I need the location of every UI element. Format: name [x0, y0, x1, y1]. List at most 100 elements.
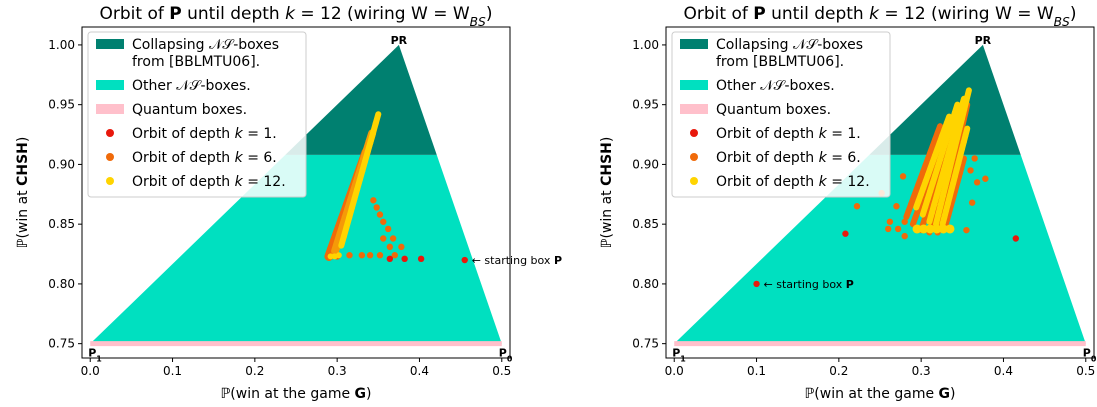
orbit-depth6-streak [934, 123, 944, 136]
legend-swatch-quantum [680, 104, 708, 114]
x-axis-label-part: G [939, 386, 951, 402]
orbit-depth6-point [358, 252, 366, 259]
orbit-depth12-streak [963, 87, 972, 103]
legend-label: Orbit of depth k = 6. [132, 150, 277, 166]
orbit-depth1-point [842, 230, 849, 237]
orbit-depth12-point [938, 224, 948, 234]
chart-title-part: k [285, 4, 296, 24]
orbit-depth6-point [346, 252, 353, 259]
p1-corner-label-part: 1 [96, 354, 102, 363]
orbit-depth6-point [384, 225, 392, 233]
orbit-depth6-point [853, 203, 861, 210]
orbit-depth12-point [335, 252, 342, 259]
p1-corner-label: P1 [88, 347, 102, 364]
x-tick-label: 0.3 [328, 364, 347, 378]
x-tick-label: 0.4 [994, 364, 1013, 378]
legend-marker-depth6 [690, 153, 698, 161]
legend-label-part: k [819, 174, 828, 190]
x-tick-label: 0.2 [829, 364, 848, 378]
collapsing-ns-boxes-region [285, 44, 437, 155]
legend-item: Orbit of depth k = 1. [690, 126, 861, 142]
y-tick-label: 0.95 [632, 98, 659, 112]
legend-label-part: Orbit of depth [716, 126, 819, 142]
orbit-depth1-point [753, 280, 760, 288]
y-axis-label-part: CHSH [599, 142, 615, 186]
orbit-depth6-point [982, 175, 989, 182]
orbit-depth12-point [925, 224, 935, 234]
pr-corner-label: PR [391, 34, 408, 47]
chart-title-part: until depth [182, 4, 285, 24]
y-tick-label: 0.75 [632, 337, 659, 351]
orbit-depth6-point [893, 203, 900, 210]
x-axis-label-part: ℙ(win at the game [804, 386, 938, 402]
legend-swatch-collapsing [96, 39, 124, 49]
x-tick-label: 0.3 [912, 364, 931, 378]
legend-item: Other 𝒩𝒮-boxes. [96, 78, 251, 94]
legend-label: Orbit of depth k = 12. [716, 174, 870, 190]
legend-swatch-collapsing [680, 39, 708, 49]
orbit-depth6-point [366, 252, 374, 259]
chart-title-part: until depth [766, 4, 869, 24]
chart-title-part: Orbit of [100, 4, 170, 24]
orbit-depth6-streak [959, 155, 967, 167]
orbit-depth6-point [885, 225, 892, 233]
y-tick-label: 0.80 [632, 277, 659, 291]
orbit-depth6-point [886, 218, 894, 225]
collapsing-ns-boxes-region [869, 44, 1021, 155]
legend-label-part: k [235, 174, 244, 190]
legend-label-part: = 6. [243, 150, 277, 166]
legend-item: Orbit of depth k = 1. [106, 126, 277, 142]
legend-marker-depth12 [106, 177, 114, 185]
y-axis-label-part: ) [599, 137, 615, 142]
legend-label-part: Orbit of depth [132, 150, 235, 166]
orbit-depth1-point [1012, 235, 1020, 242]
y-axis-label: ℙ(win at CHSH) [15, 137, 31, 249]
legend-label-part: = 12. [243, 174, 286, 190]
y-axis-label-part: ℙ(win at [15, 186, 31, 248]
y-tick-label: 1.00 [632, 38, 659, 52]
starting-box-annotation: ← starting box P [472, 254, 562, 267]
p0-corner-label: P0 [499, 347, 513, 364]
chart-title-part: k [869, 4, 880, 24]
other-ns-boxes-region [674, 154, 1086, 344]
legend-swatch-other_ns [96, 80, 124, 90]
pr-corner-label: PR [975, 34, 992, 47]
chart-title: Orbit of P until depth k = 12 (wiring W … [684, 4, 1077, 29]
x-tick-label: 0.1 [163, 364, 182, 378]
y-tick-label: 0.90 [632, 157, 659, 171]
chart-title-part: Orbit of [684, 4, 754, 24]
right-chart-panel: 0.0 0.1 0.2 0.3 0.4 0.5 0.75 0.80 0.85 0.90 0.95 1.… [599, 4, 1097, 402]
legend-marker-depth12 [690, 177, 698, 185]
legend-marker-depth1 [106, 129, 114, 137]
x-axis-label: ℙ(win at the game G) [804, 386, 955, 402]
orbit-depth12-point [919, 224, 929, 234]
orbit-depth6-point [968, 199, 976, 206]
orbit-depth12-point [945, 224, 955, 234]
p1-corner-label-part: 1 [680, 354, 686, 363]
x-axis-label: ℙ(win at the game G) [220, 386, 371, 402]
starting-box-annotation-part: P [554, 254, 562, 267]
orbit-depth6-point [380, 235, 387, 242]
legend-label: Collapsing 𝒩𝒮-boxes [716, 37, 863, 53]
legend-label-part: Orbit of depth [716, 174, 819, 190]
p1-corner-label-part: P [672, 347, 680, 360]
legend-label-part: k [819, 126, 828, 142]
orbit-depth12-streak [962, 125, 971, 139]
legend-label-part: = 6. [827, 150, 861, 166]
starting-box-annotation: ← starting box P [764, 278, 854, 291]
orbit-depth6-point [389, 235, 397, 242]
y-axis-label-part: ℙ(win at [599, 186, 615, 248]
legend-marker-depth6 [106, 153, 114, 161]
orbit-depth12-point [327, 253, 334, 260]
legend-item: Quantum boxes. [96, 102, 247, 118]
legend-label: Quantum boxes. [716, 102, 831, 118]
x-tick-label: 0.2 [245, 364, 264, 378]
legend-label: Other 𝒩𝒮-boxes. [716, 78, 835, 94]
legend-item: Other 𝒩𝒮-boxes. [680, 78, 835, 94]
starting-box-annotation-part: ← starting box [764, 278, 846, 291]
legend-label: Orbit of depth k = 1. [132, 126, 277, 142]
legend-label-line2: from [BBLMTU06]. [132, 54, 260, 70]
orbit-depth12-streak [372, 111, 382, 127]
